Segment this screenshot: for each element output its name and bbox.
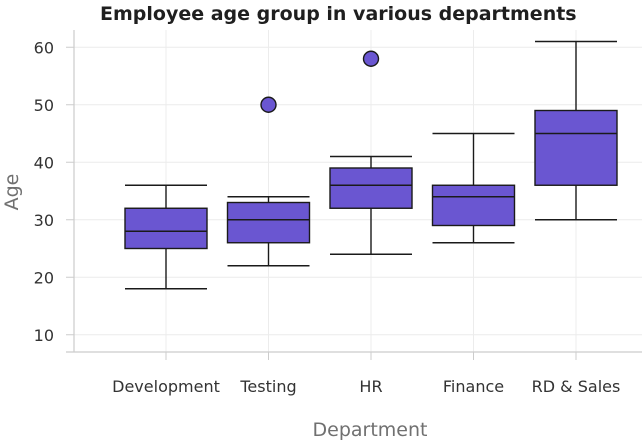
box-layer — [124, 40, 618, 290]
y-tick-label: 30 — [34, 211, 54, 230]
iqr-box — [534, 109, 618, 186]
y-tick-label: 50 — [34, 96, 54, 115]
box-group — [329, 50, 413, 255]
iqr-box — [124, 207, 208, 250]
x-tick-label: Development — [112, 377, 220, 396]
iqr-box — [226, 201, 311, 244]
chart-title: Employee age group in various department… — [100, 3, 577, 25]
box-group — [534, 40, 618, 221]
x-tick-label: Testing — [239, 377, 296, 396]
box-group — [431, 132, 516, 244]
box-group — [124, 184, 208, 290]
y-tick-label: 10 — [34, 326, 54, 345]
x-tick-label: Finance — [443, 377, 504, 396]
x-tick-label: HR — [359, 377, 382, 396]
iqr-box — [329, 167, 413, 209]
y-tick-label: 40 — [34, 153, 54, 172]
y-tick-label: 20 — [34, 268, 54, 287]
outlier-point — [362, 50, 380, 67]
x-tick-label: RD & Sales — [532, 377, 621, 396]
y-tick-label: 60 — [34, 38, 54, 57]
x-axis-label: Department — [313, 419, 428, 441]
box-group — [226, 96, 311, 267]
y-axis-label: Age — [1, 174, 23, 211]
axis-layer: 10 20 30 40 50 60 Development Testing HR Finance R… — [34, 30, 642, 396]
outlier-point — [260, 96, 277, 113]
iqr-box — [431, 184, 516, 227]
